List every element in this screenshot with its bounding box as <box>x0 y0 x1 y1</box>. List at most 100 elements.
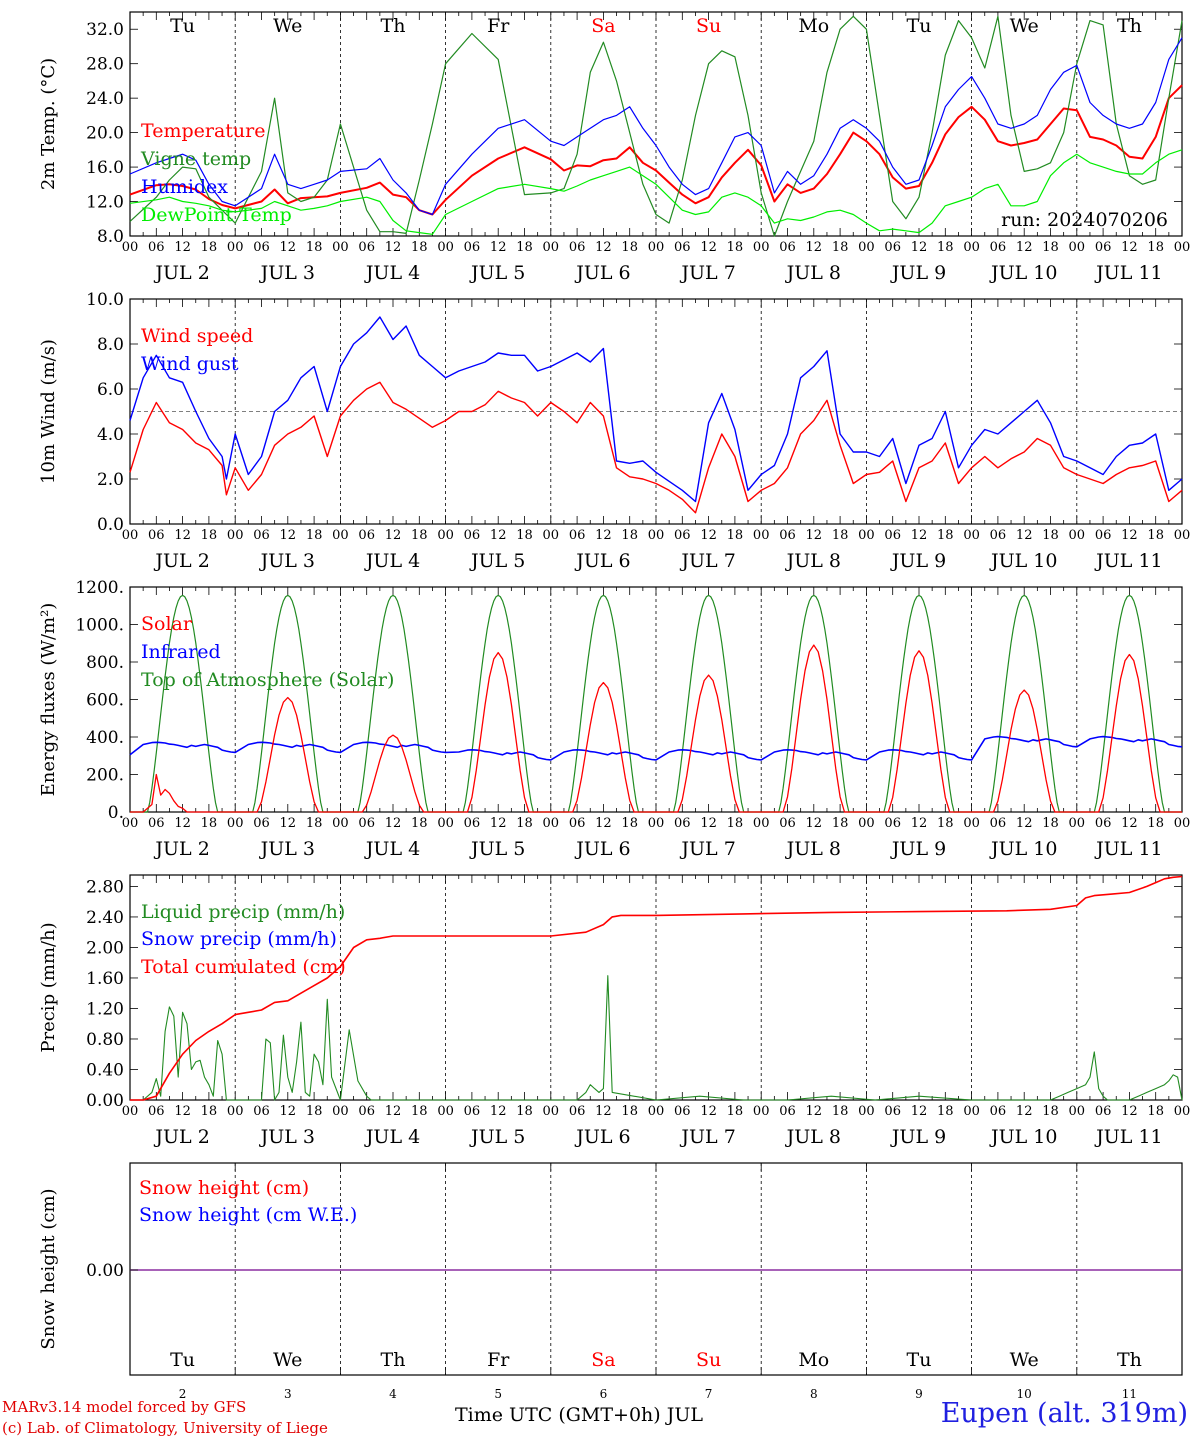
hour-tick-label: 12 <box>385 1104 402 1119</box>
hour-tick-label: 18 <box>937 528 954 543</box>
legend-entry: Snow precip (mm/h) <box>141 928 337 950</box>
hour-tick-label: 00 <box>122 816 139 831</box>
weekday-label: Su <box>696 15 721 37</box>
hour-tick-label: 00 <box>1174 816 1191 831</box>
date-label: JUL 9 <box>890 1126 946 1148</box>
station-name: Eupen (alt. 319m) <box>940 1398 1188 1429</box>
hour-tick-label: 12 <box>280 1104 297 1119</box>
hour-tick-label: 12 <box>595 528 612 543</box>
hour-tick-label: 12 <box>1016 240 1033 255</box>
hour-tick-label: 06 <box>148 528 165 543</box>
y-tick-label: 2.0 <box>97 470 124 490</box>
date-label: JUL 4 <box>364 1126 420 1148</box>
time-axis-label: Time UTC (GMT+0h) JUL <box>455 1404 703 1426</box>
hour-tick-label: 12 <box>385 816 402 831</box>
weekday-label: Tu <box>170 15 195 37</box>
hour-tick-label: 18 <box>516 816 533 831</box>
hour-tick-label: 06 <box>253 816 270 831</box>
y-tick-label: 12.0 <box>86 193 124 213</box>
y-tick-label: 2.00 <box>86 938 124 958</box>
weekday-label: Th <box>1117 15 1142 37</box>
hour-tick-label: 12 <box>911 240 928 255</box>
date-label: JUL 3 <box>259 262 315 284</box>
legend-entry: Vigne temp <box>140 148 251 170</box>
y-axis-label: Precip (mm/h) <box>38 922 59 1052</box>
weekday-label: Fr <box>487 1349 510 1371</box>
hour-tick-label: 18 <box>411 240 428 255</box>
y-tick-label: 8.0 <box>97 335 124 355</box>
hour-tick-label: 12 <box>1121 528 1138 543</box>
y-tick-label: 4.0 <box>97 425 124 445</box>
y-tick-label: 800. <box>86 653 124 673</box>
hour-tick-label: 00 <box>332 816 349 831</box>
date-label: JUL 3 <box>259 1126 315 1148</box>
hour-tick-label: 18 <box>727 1104 744 1119</box>
legend-entry: Snow height (cm W.E.) <box>139 1204 357 1226</box>
hour-tick-label: 18 <box>621 1104 638 1119</box>
hour-tick-label: 06 <box>1095 528 1112 543</box>
hour-tick-label: 00 <box>122 240 139 255</box>
hour-tick-label: 06 <box>990 528 1007 543</box>
date-label: JUL 8 <box>785 262 841 284</box>
hour-tick-label: 12 <box>174 240 191 255</box>
hour-tick-label: 12 <box>1016 528 1033 543</box>
hour-tick-label: 00 <box>753 528 770 543</box>
date-label: JUL 6 <box>574 262 630 284</box>
y-axis-label: 10m Wind (m/s) <box>38 339 59 484</box>
series-total-cumulated <box>130 875 1183 1101</box>
date-label: JUL 5 <box>469 838 525 860</box>
y-tick-label: 24.0 <box>86 89 124 109</box>
date-label: JUL 4 <box>364 262 420 284</box>
hour-tick-label: 00 <box>332 1104 349 1119</box>
hour-tick-label: 18 <box>411 528 428 543</box>
hour-tick-label: 06 <box>884 528 901 543</box>
y-tick-label: 20.0 <box>86 124 124 144</box>
hour-tick-label: 00 <box>858 1104 875 1119</box>
hour-tick-label: 00 <box>1174 1104 1191 1119</box>
series-wind-speed <box>129 381 1183 514</box>
hour-tick-label: 12 <box>174 1104 191 1119</box>
series-solar <box>130 644 1182 813</box>
hour-tick-label: 00 <box>543 816 560 831</box>
y-axis-label: 2m Temp. (°C) <box>38 58 59 190</box>
hour-tick-label: 12 <box>806 816 823 831</box>
y-tick-label: 6.0 <box>97 380 124 400</box>
y-tick-label: 200. <box>86 766 124 786</box>
series-temperature <box>129 84 1183 216</box>
y-axis-label: Energy fluxes (W/m²) <box>38 603 59 797</box>
hour-tick-label: 12 <box>490 240 507 255</box>
hour-tick-label: 06 <box>464 1104 481 1119</box>
hour-tick-label: 12 <box>490 816 507 831</box>
weekday-label: We <box>273 1349 302 1371</box>
weekday-label: Th <box>381 1349 406 1371</box>
hour-tick-label: 00 <box>543 240 560 255</box>
date-label: JUL 8 <box>785 1126 841 1148</box>
hour-tick-label: 00 <box>648 240 665 255</box>
hour-tick-label: 18 <box>832 1104 849 1119</box>
hour-tick-label: 00 <box>753 1104 770 1119</box>
hour-tick-label: 18 <box>411 816 428 831</box>
hour-tick-label: 12 <box>911 816 928 831</box>
hour-tick-label: 06 <box>569 528 586 543</box>
hour-tick-label: 06 <box>358 1104 375 1119</box>
hour-tick-label: 06 <box>253 240 270 255</box>
date-label: JUL 11 <box>1094 838 1162 860</box>
hour-tick-label: 06 <box>674 1104 691 1119</box>
hour-tick-label: 18 <box>1147 240 1164 255</box>
y-tick-label: 16.0 <box>86 158 124 178</box>
y-tick-label: 2.80 <box>86 877 124 897</box>
hour-tick-label: 12 <box>1121 240 1138 255</box>
hour-tick-label: 06 <box>779 816 796 831</box>
legend-entry: Top of Atmosphere (Solar) <box>141 669 394 691</box>
hour-tick-label: 18 <box>201 816 218 831</box>
day-number-label: 6 <box>600 1387 608 1401</box>
weekday-label: Fr <box>487 15 510 37</box>
hour-tick-label: 18 <box>1042 240 1059 255</box>
hour-tick-label: 18 <box>727 240 744 255</box>
hour-tick-label: 00 <box>753 240 770 255</box>
weekday-label: Sa <box>591 15 615 37</box>
y-tick-label: 0.00 <box>86 1261 124 1281</box>
weekday-label: Mo <box>798 1349 829 1371</box>
date-label: JUL 6 <box>574 838 630 860</box>
hour-tick-label: 00 <box>1069 1104 1086 1119</box>
